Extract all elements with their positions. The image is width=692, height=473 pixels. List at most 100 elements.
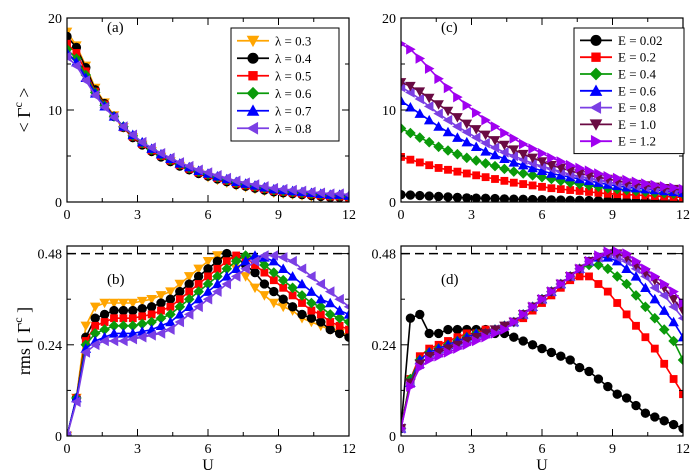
- data-point: [91, 321, 100, 330]
- data-point: [127, 320, 139, 332]
- data-point: [155, 320, 167, 331]
- data-point: [424, 354, 435, 366]
- data-point: [315, 187, 326, 199]
- x-tick-label: 3: [468, 442, 475, 457]
- data-point: [640, 282, 651, 293]
- data-point: [677, 187, 683, 198]
- data-point: [277, 263, 289, 274]
- data-point: [287, 271, 298, 281]
- data-point: [649, 282, 660, 294]
- data-point: [306, 271, 316, 282]
- data-point: [603, 189, 612, 198]
- data-point: [240, 250, 251, 261]
- data-point: [118, 328, 129, 338]
- data-point: [277, 183, 288, 195]
- data-point: [677, 354, 683, 366]
- data-point: [518, 309, 529, 320]
- data-point: [89, 302, 101, 313]
- legend-item: λ = 0.5: [237, 68, 311, 83]
- data-point: [594, 250, 604, 261]
- data-point: [268, 255, 280, 266]
- x-tick-label: 0: [64, 442, 71, 457]
- data-point: [481, 331, 491, 343]
- data-point: [518, 138, 529, 150]
- data-point: [155, 312, 167, 324]
- data-point: [471, 335, 482, 347]
- data-point: [556, 278, 567, 290]
- data-point: [307, 306, 316, 315]
- data-point: [442, 344, 454, 354]
- data-point: [603, 287, 612, 296]
- data-point: [127, 129, 138, 141]
- y-axis-label: rms [ Γc ]: [11, 307, 34, 375]
- data-point: [537, 293, 548, 305]
- data-point: [658, 290, 669, 301]
- data-point: [660, 359, 669, 368]
- data-point: [575, 272, 584, 281]
- x-tick-label: 12: [342, 208, 356, 223]
- data-point: [658, 324, 670, 335]
- data-point: [80, 321, 92, 332]
- data-point: [632, 321, 640, 330]
- data-point: [212, 286, 222, 297]
- data-point: [584, 366, 594, 377]
- data-point: [259, 291, 270, 301]
- data-point: [489, 136, 501, 146]
- data-point: [480, 146, 491, 156]
- data-point: [306, 186, 316, 198]
- data-point: [433, 348, 444, 358]
- data-point: [108, 298, 120, 309]
- data-point: [480, 158, 491, 169]
- legend-item: λ = 0.7: [237, 103, 312, 118]
- series-markers: [67, 250, 349, 436]
- data-point: [509, 178, 518, 187]
- data-point: [174, 157, 185, 168]
- data-point: [316, 317, 326, 327]
- data-point: [324, 309, 336, 320]
- x-tick-label: 9: [609, 208, 616, 223]
- data-point: [401, 78, 407, 88]
- data-point: [594, 188, 603, 197]
- data-point: [221, 263, 233, 275]
- data-point: [546, 168, 557, 178]
- data-point: [230, 255, 242, 267]
- y-axis-label-main: rms [ Γ: [14, 323, 34, 375]
- data-point: [183, 309, 194, 320]
- legend-marker: [247, 52, 259, 64]
- data-point: [517, 168, 529, 179]
- data-point: [462, 169, 471, 178]
- data-point: [250, 267, 260, 278]
- data-point: [203, 264, 213, 274]
- data-point: [443, 192, 453, 202]
- data-point: [649, 293, 661, 304]
- data-point: [277, 302, 289, 313]
- data-point: [251, 261, 259, 269]
- data-point: [401, 123, 407, 134]
- data-point: [212, 256, 223, 266]
- legend-marker: [589, 101, 602, 114]
- data-point: [461, 119, 473, 130]
- x-axis-label: U: [536, 457, 548, 473]
- legend-marker: [246, 86, 260, 100]
- data-point: [157, 306, 165, 315]
- data-point: [269, 276, 278, 285]
- data-point: [414, 108, 426, 118]
- data-point: [423, 136, 435, 148]
- data-point: [641, 333, 650, 342]
- data-point: [425, 161, 434, 170]
- data-point: [297, 309, 307, 320]
- legend-item: λ = 0.6: [237, 86, 312, 101]
- data-point: [453, 167, 462, 176]
- legend-item: E = 1.0: [580, 117, 656, 132]
- data-point: [434, 164, 443, 172]
- series-markers: [67, 51, 349, 200]
- data-point: [202, 256, 214, 267]
- data-point: [259, 279, 270, 289]
- data-point: [119, 314, 128, 323]
- data-point: [489, 149, 501, 160]
- data-point: [193, 264, 204, 275]
- legend-marker: [246, 35, 260, 48]
- data-point: [406, 155, 415, 164]
- data-point: [622, 248, 632, 259]
- data-point: [500, 324, 510, 335]
